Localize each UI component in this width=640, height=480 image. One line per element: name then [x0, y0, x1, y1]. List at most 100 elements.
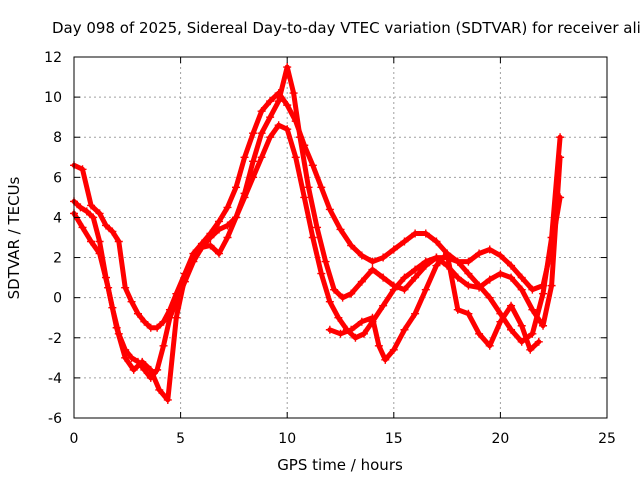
data-point — [232, 183, 241, 192]
data-point — [140, 317, 149, 326]
data-point — [507, 325, 516, 334]
data-point — [368, 313, 377, 322]
data-point — [347, 289, 356, 298]
data-point — [325, 297, 334, 306]
data-point — [159, 341, 168, 350]
data-point — [223, 233, 232, 242]
data-point — [475, 283, 484, 292]
data-point — [381, 355, 390, 364]
data-point — [291, 153, 300, 162]
data-point — [330, 285, 339, 294]
y-tick-label: 12 — [44, 50, 62, 66]
data-point — [374, 341, 383, 350]
series-line — [71, 122, 563, 403]
data-point — [266, 113, 275, 122]
data-point — [214, 225, 223, 234]
data-point — [249, 129, 258, 138]
y-tick-label: 8 — [53, 130, 62, 146]
data-point — [421, 285, 430, 294]
data-point — [313, 223, 322, 232]
data-point — [206, 241, 215, 250]
data-point — [453, 305, 462, 314]
data-point — [338, 293, 347, 302]
data-point — [240, 153, 249, 162]
data-point — [317, 183, 326, 192]
data-point — [443, 249, 452, 258]
data-point — [82, 207, 91, 216]
data-point — [257, 153, 266, 162]
data-point — [129, 365, 138, 374]
data-point — [121, 283, 130, 292]
data-point — [507, 301, 516, 310]
x-tick-label: 25 — [598, 431, 616, 447]
data-point — [78, 165, 87, 174]
data-point — [146, 365, 155, 374]
data-point — [334, 313, 343, 322]
data-point — [411, 229, 420, 238]
data-point — [163, 395, 172, 404]
data-point — [89, 213, 98, 222]
data-point — [108, 227, 117, 236]
data-point — [389, 345, 398, 354]
data-point — [432, 237, 441, 246]
data-point — [189, 253, 198, 262]
data-point — [127, 297, 136, 306]
data-point — [400, 325, 409, 334]
data-point — [357, 277, 366, 286]
data-point — [308, 161, 317, 170]
data-point — [317, 269, 326, 278]
data-point — [485, 245, 494, 254]
plot-frame — [73, 56, 608, 419]
data-point — [528, 305, 537, 314]
x-tick-label: 10 — [278, 431, 296, 447]
series-line — [327, 251, 542, 363]
data-point — [283, 125, 292, 134]
grid-lines — [74, 57, 607, 418]
data-point — [153, 323, 162, 332]
data-point — [206, 233, 215, 242]
data-point — [78, 223, 87, 232]
data-point — [214, 249, 223, 258]
data-point — [539, 321, 548, 330]
data-point — [95, 237, 104, 246]
data-point — [368, 257, 377, 266]
data-point — [325, 325, 334, 334]
data-point — [547, 281, 556, 290]
data-point — [517, 321, 526, 330]
data-point — [133, 309, 142, 318]
y-tick-label: -6 — [48, 411, 62, 427]
data-point — [114, 237, 123, 246]
data-point — [528, 285, 537, 294]
y-tick-label: 4 — [53, 210, 62, 226]
data-point — [347, 325, 356, 334]
data-point — [453, 273, 462, 282]
data-point — [232, 213, 241, 222]
data-point — [539, 289, 548, 298]
y-tick-label: 2 — [53, 251, 62, 267]
series-track-3 — [70, 121, 565, 404]
data-point — [432, 253, 441, 262]
data-point — [379, 301, 388, 310]
data-point — [325, 205, 334, 214]
data-point — [257, 129, 266, 138]
data-point — [485, 293, 494, 302]
series-line — [71, 64, 563, 381]
data-point — [485, 275, 494, 284]
axis-ticks: 0 5 10 15 20 25 -6 -4 -2 0 2 4 6 8 10 12 — [44, 50, 616, 447]
data-point — [121, 353, 130, 362]
data-point — [101, 221, 110, 230]
data-point — [76, 203, 85, 212]
y-axis-label: SDTVAR / TECUs — [5, 176, 23, 299]
data-point — [104, 283, 113, 292]
x-tick-label: 0 — [70, 431, 79, 447]
data-point — [464, 281, 473, 290]
data-point — [223, 203, 232, 212]
data-point — [172, 313, 181, 322]
data-point — [528, 329, 537, 338]
data-point — [411, 273, 420, 282]
data-point — [289, 89, 298, 98]
series-track-1 — [70, 89, 565, 332]
data-point — [249, 157, 258, 166]
data-point — [274, 97, 283, 106]
